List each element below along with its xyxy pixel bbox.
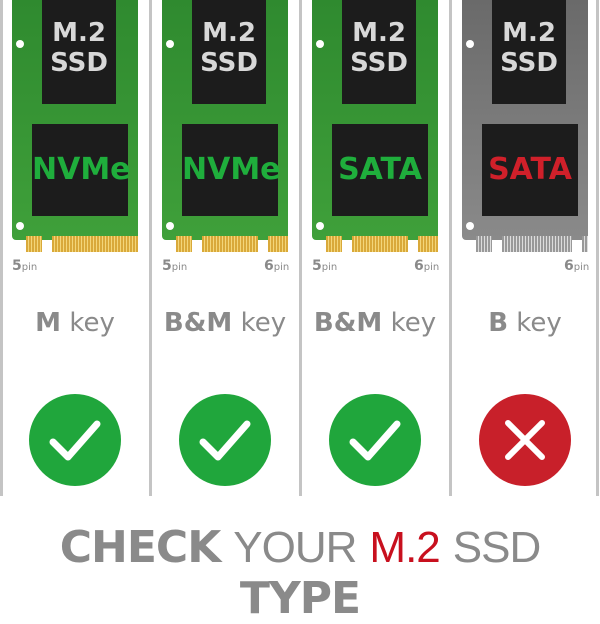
interface-chip: NVMe <box>182 124 281 216</box>
pin-label-left: 5pin <box>312 258 338 274</box>
connector-pins <box>502 236 572 252</box>
pin-label-left: 5pin <box>12 258 38 274</box>
column-divider <box>149 0 152 496</box>
ssd-column: M.2 SSD SATA 6pin B key <box>450 0 600 496</box>
interface-chip: SATA <box>482 124 578 216</box>
mounting-hole <box>16 222 24 230</box>
pin-label-right: 6pin <box>564 258 590 274</box>
check-icon <box>329 394 421 486</box>
key-label: B&M key <box>163 308 287 338</box>
m2-ssd-chip: M.2 SSD <box>342 0 416 104</box>
interface-chip: NVMe <box>32 124 131 216</box>
headline-ssd: SSD <box>452 523 541 572</box>
pin-label-left: 5pin <box>162 258 188 274</box>
key-label: M key <box>35 308 115 338</box>
connector-pins <box>582 236 588 252</box>
mounting-hole <box>166 222 174 230</box>
ssd-column: M.2 SSD NVMe 5pin 6pin B&M key <box>150 0 300 496</box>
headline-type: TYPE <box>239 573 361 624</box>
mounting-hole <box>316 40 324 48</box>
check-icon <box>179 394 271 486</box>
connector-pins <box>26 236 42 252</box>
ssd-board: M.2 SSD SATA <box>312 0 438 240</box>
mounting-hole <box>466 40 474 48</box>
connector-pins <box>176 236 192 252</box>
connector-pins <box>52 236 138 252</box>
column-divider <box>596 0 599 496</box>
m2-ssd-chip: M.2 SSD <box>192 0 266 104</box>
pin-label-right: 6pin <box>414 258 440 274</box>
pin-label-right: 6pin <box>264 258 290 274</box>
column-divider <box>299 0 302 496</box>
mounting-hole <box>316 222 324 230</box>
mounting-hole <box>166 40 174 48</box>
headline-your: YOUR <box>233 523 357 572</box>
m2-ssd-chip: M.2 SSD <box>492 0 566 104</box>
connector-pins <box>476 236 492 252</box>
connector-pins <box>202 236 258 252</box>
ssd-board: M.2 SSD NVMe <box>12 0 138 240</box>
cross-icon <box>479 394 571 486</box>
connector-pins <box>418 236 438 252</box>
mounting-hole <box>466 222 474 230</box>
m2-ssd-chip: M.2 SSD <box>42 0 116 104</box>
connector-pins <box>268 236 288 252</box>
connector-pins <box>326 236 342 252</box>
interface-chip: SATA <box>332 124 428 216</box>
column-divider <box>0 0 3 496</box>
column-divider <box>449 0 452 496</box>
ssd-board: M.2 SSD SATA <box>462 0 588 240</box>
mounting-hole <box>16 40 24 48</box>
ssd-column: M.2 SSD SATA 5pin 6pin B&M key <box>300 0 450 496</box>
headline-check: CHECK <box>59 522 222 573</box>
check-icon <box>29 394 121 486</box>
headline: CHECK YOUR M.2 SSD TYPE <box>0 522 600 624</box>
ssd-column: M.2 SSD NVMe 5pin M key <box>0 0 150 496</box>
key-label: B key <box>488 308 562 338</box>
headline-m2: M.2 <box>369 523 440 572</box>
connector-pins <box>352 236 408 252</box>
key-label: B&M key <box>313 308 437 338</box>
ssd-board: M.2 SSD NVMe <box>162 0 288 240</box>
